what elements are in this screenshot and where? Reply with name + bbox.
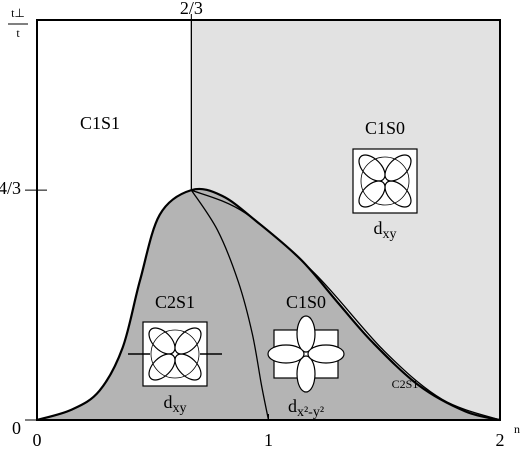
y-axis-numerator: t⊥ [11, 6, 25, 20]
orbital-subscript: xy [383, 227, 397, 242]
region-label: C1S1 [80, 113, 120, 133]
orbital-subscript: xy [173, 401, 187, 416]
x-axis-label: n [514, 422, 520, 436]
y-tick-label: 4/3 [0, 178, 21, 198]
orbital-icon [353, 149, 417, 213]
orbital-symbol: d [164, 392, 173, 412]
orbital-icon [143, 322, 207, 386]
x-tick-label: 2 [496, 430, 505, 450]
chart: C1S1 C1S0 dxy C2S1 dxy C1S0 dx²-y² C2S1 … [0, 0, 532, 462]
region-label: C2S1 [392, 377, 419, 391]
region-label: C1S0 [365, 118, 405, 138]
region-label: C2S1 [155, 292, 195, 312]
x-tick-label: 1 [264, 430, 273, 450]
y-axis-denominator: t [16, 26, 20, 40]
y-tick-label: 0 [12, 418, 21, 438]
plot-area [37, 20, 500, 420]
orbital-subscript: x²-y² [297, 405, 324, 420]
orbital-symbol: d [374, 218, 383, 238]
x-tick-label: 0 [33, 430, 42, 450]
x-tick-label-top: 2/3 [180, 0, 203, 18]
region-label: C1S0 [286, 292, 326, 312]
orbital-symbol: d [288, 396, 297, 416]
